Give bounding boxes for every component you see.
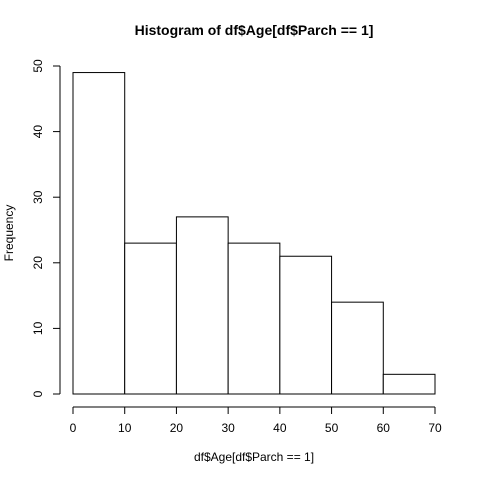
histogram-bar-6 [382,373,436,395]
histogram-bar-3 [227,242,281,395]
histogram-bar-4 [279,255,333,395]
x-tick-label-7: 70 [428,421,442,435]
y-tick-label-2: 20 [31,256,45,270]
x-tick-label-4: 40 [273,421,287,435]
y-axis-label: Frequency [2,205,16,262]
y-axis: 0 10 20 30 40 50 [31,59,61,397]
x-tick-label-3: 30 [221,421,235,435]
y-tick-label-3: 30 [31,190,45,204]
y-tick-label-0: 0 [31,390,45,397]
x-tick-label-1: 10 [118,421,132,435]
x-axis: 0 10 20 30 40 50 60 70 [70,406,442,435]
chart-title: Histogram of df$Age[df$Parch == 1] [135,22,374,38]
x-tick-label-6: 60 [377,421,391,435]
y-tick-label-1: 10 [31,321,45,335]
x-axis-label: df$Age[df$Parch == 1] [194,450,314,464]
histogram-bar-0 [72,72,126,395]
y-tick-label-5: 50 [31,59,45,73]
x-tick-label-0: 0 [70,421,77,435]
bars-group [72,72,436,395]
histogram-bar-1 [124,242,177,395]
y-tick-label-4: 40 [31,125,45,139]
x-tick-label-5: 50 [325,421,339,435]
histogram-bar-5 [331,301,384,395]
histogram-bar-2 [175,216,229,395]
x-tick-label-2: 20 [170,421,184,435]
